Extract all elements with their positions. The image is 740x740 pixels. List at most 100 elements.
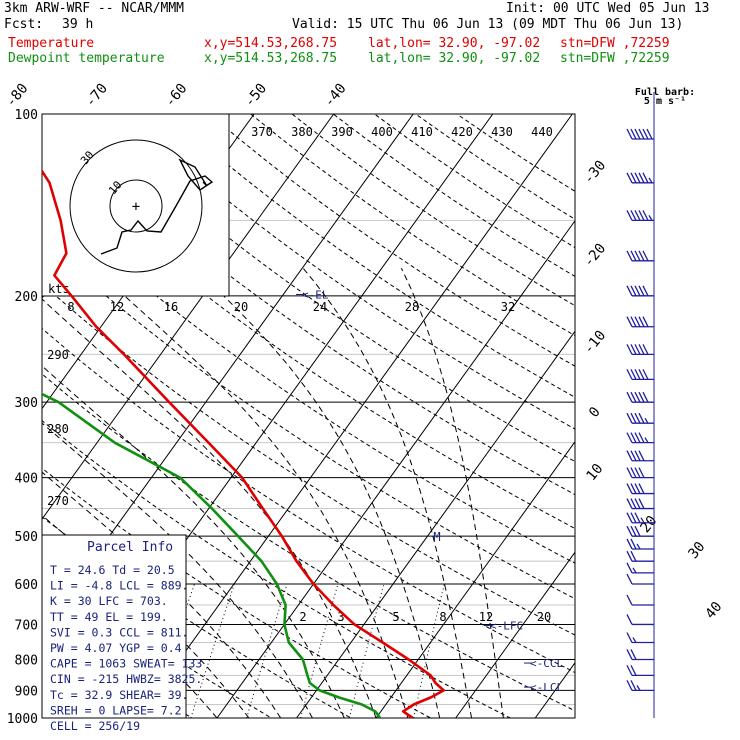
- wind-barb-feather: [630, 467, 637, 478]
- wind-barb-feather: [646, 128, 653, 140]
- parcel-info-line: SREH = 0 LAPSE= 7.2: [50, 703, 182, 717]
- dry-adiabat-line: [42, 420, 512, 718]
- wind-barb-feather: [634, 344, 641, 355]
- wind-barb-feather: [642, 391, 649, 403]
- mixing-ratio-line: [348, 583, 385, 718]
- level-label-el: <-EL: [302, 289, 329, 302]
- wind-barb: [626, 467, 654, 479]
- temperature-latlon: lat,lon= 32.90, -97.02: [368, 36, 541, 51]
- isotherm-label: -60: [162, 81, 191, 111]
- wind-barb-feather: [626, 573, 633, 585]
- wind-barb-feather: [626, 412, 633, 424]
- wind-barb-feather: [642, 316, 649, 328]
- mixing-ratio-label: 12: [479, 610, 493, 624]
- wind-barb-feather: [634, 316, 641, 328]
- wind-barb-feather: [630, 483, 637, 494]
- wind-barb-half-feather: [640, 517, 645, 524]
- hodograph-panel: [41, 113, 230, 297]
- wind-barb-feather: [626, 250, 633, 262]
- wind-barb: [626, 391, 654, 403]
- fcst-value: 39 h: [62, 17, 94, 32]
- temperature-station: stn=DFW ,72259: [560, 36, 670, 51]
- isotherm-label: -70: [82, 81, 111, 111]
- plot-frame: [41, 113, 576, 719]
- wind-barb-feather: [638, 285, 645, 297]
- isotherm-label: -80: [3, 81, 32, 111]
- dry-adiabat-line: [291, 114, 575, 307]
- wind-barb-feather: [626, 210, 633, 221]
- isotherm-label: 10: [583, 461, 606, 484]
- wind-barb-feather: [630, 412, 637, 424]
- wind-barb-feather: [634, 450, 641, 462]
- wind-barb-feather: [626, 316, 633, 328]
- hodograph-trace: [100, 158, 214, 255]
- temperature-legend: Temperature: [8, 36, 95, 51]
- wind-barb: [626, 250, 654, 262]
- mixing-ratio-label: 20: [537, 610, 551, 624]
- wind-barb: [626, 450, 654, 462]
- wind-barb-half-feather: [644, 437, 649, 443]
- level-label-ccl: <-CCL: [530, 657, 563, 670]
- wind-barb-feather: [626, 512, 633, 524]
- wind-barb-feather: [642, 128, 649, 140]
- wind-barb-feather: [630, 450, 637, 462]
- isotherm-line: [42, 114, 335, 520]
- wind-barb-feather: [642, 369, 649, 380]
- theta-label: 280: [47, 422, 69, 436]
- wind-barb: [626, 525, 654, 537]
- wind-barb-feather: [630, 316, 637, 328]
- wind-barb: [626, 573, 654, 585]
- theta-e-label: 420: [451, 125, 473, 139]
- wind-barb: [626, 538, 654, 550]
- wind-barb-feather: [626, 285, 633, 297]
- wind-barb-feather: [634, 391, 641, 403]
- speed-scale-label: 32: [501, 300, 515, 314]
- hodograph-ring-inner: [109, 179, 163, 233]
- wind-barb-feather: [630, 538, 637, 550]
- speed-scale-label: 28: [405, 300, 419, 314]
- theta-e-label: 380: [291, 125, 313, 139]
- isotherm-line: [137, 114, 573, 718]
- wind-barb-feather: [626, 665, 633, 676]
- wind-barb-feather: [626, 369, 633, 380]
- wind-barb-feather: [630, 512, 637, 524]
- fcst-label: Fcst:: [4, 17, 44, 32]
- dewpoint-profile-line: [42, 392, 382, 718]
- wind-barb-feather: [630, 391, 637, 403]
- wind-barb-feather: [626, 594, 633, 606]
- mixing-ratio-label: 5: [392, 610, 399, 624]
- pressure-tick-label: 500: [15, 530, 38, 545]
- dewpoint-xy: x,y=514.53,268.75: [204, 51, 338, 66]
- speed-scale-label: 12: [110, 300, 124, 314]
- level-label-lcl: <-LCL: [530, 681, 563, 694]
- parcel-info-title: Parcel Info: [87, 540, 173, 555]
- dry-adiabat-line: [456, 114, 575, 192]
- wind-barb-feather: [642, 344, 649, 355]
- isotherm-label: 30: [685, 539, 708, 562]
- wind-barb-feather: [630, 250, 637, 262]
- parcel-info-line: SVI = 0.3 CCL = 811.: [50, 625, 188, 639]
- theta-e-label: 370: [251, 125, 273, 139]
- wind-barb-feather: [634, 250, 641, 262]
- isotherm-line: [296, 330, 575, 718]
- moist-adiabat-line: [42, 422, 313, 718]
- wind-barb-feather: [626, 450, 633, 462]
- parcel-info-line: K = 30 LFC = 703.: [50, 594, 168, 608]
- storm-motion-marker: M: [433, 530, 440, 544]
- parcel-info-line: CIN = -215 HWBZ= 3825.: [50, 672, 202, 686]
- moist-adiabat-line: [302, 267, 473, 718]
- hodograph-center: +: [132, 199, 140, 215]
- speed-scale-label: 24: [313, 300, 327, 314]
- wind-barb: [626, 285, 654, 297]
- parcel-info-line: T = 24.6 Td = 20.5: [50, 563, 175, 577]
- wind-barb-feather: [630, 680, 637, 691]
- wind-barb-feather: [626, 550, 633, 562]
- mixing-ratio-line: [300, 583, 339, 718]
- wind-barb: [626, 512, 654, 524]
- wind-barb: [626, 665, 654, 677]
- wind-barb-feather: [626, 344, 633, 355]
- dry-adiabat-line: [42, 195, 575, 564]
- wind-barb-feather: [626, 614, 633, 625]
- wind-barb-feather: [626, 391, 633, 403]
- wind-barb-feather: [634, 369, 641, 380]
